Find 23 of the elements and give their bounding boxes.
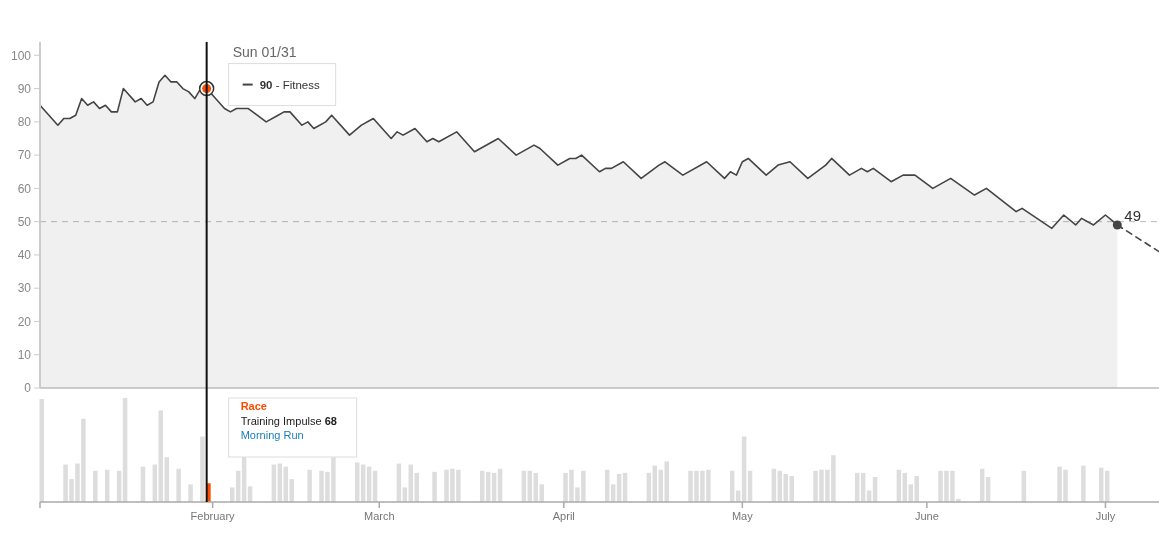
annotation: Morning Run [240, 429, 304, 441]
y-tick-label: 90 [17, 81, 32, 96]
y-tick-label: 80 [17, 115, 32, 130]
x-tick-label: April [552, 510, 575, 522]
y-tick-label: 100 [10, 48, 32, 63]
x-tick-label: March [363, 510, 395, 522]
annotation: Training Impulse 68 [240, 414, 337, 427]
y-tick-label: 20 [17, 314, 32, 329]
y-tick-label: 60 [17, 181, 32, 196]
y-tick-label: 70 [17, 148, 32, 163]
x-tick-label: May [731, 510, 754, 522]
x-tick-label: February [190, 510, 236, 522]
x-tick-label: June [914, 510, 939, 522]
data-label: 49 [1124, 206, 1142, 224]
annotation: Race [240, 400, 267, 412]
x-tick-label: July [1095, 510, 1116, 522]
y-tick-label: 50 [17, 214, 32, 229]
y-tick-label: 30 [17, 281, 32, 296]
y-tick-label: 40 [17, 248, 32, 263]
y-tick-label: 0 [24, 381, 32, 396]
annotation: 90 - Fitness [259, 78, 320, 91]
y-tick-label: 10 [17, 347, 32, 362]
annotation: Sun 01/31 [232, 44, 297, 60]
